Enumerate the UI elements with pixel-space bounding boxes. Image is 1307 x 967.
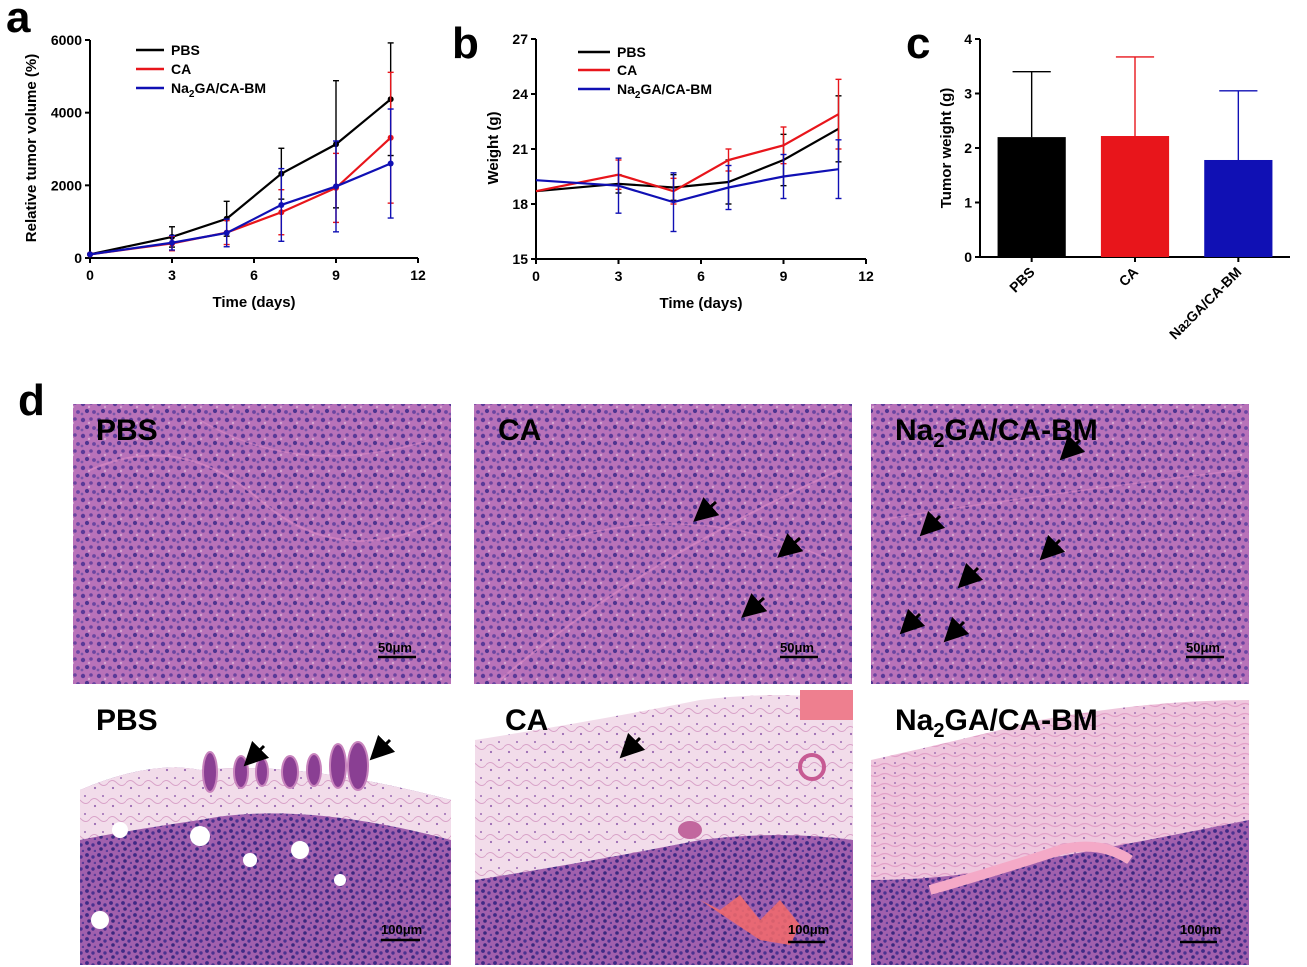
chart-b-xtick-label: 6 <box>697 268 705 284</box>
arrow-r2-pbs-2 <box>369 734 396 761</box>
arrow-r1-na-1 <box>1059 434 1086 461</box>
chart-a-xtick-label: 12 <box>410 267 426 283</box>
histology-label-r1-pbs: PBS <box>96 414 158 447</box>
chart-b-xtick-label: 9 <box>780 268 788 284</box>
legend-a-na-label: Na2GA/CA-BM <box>171 80 266 100</box>
histology-tile-r2-pbs: PBS 100μm <box>80 690 451 965</box>
arrow-r1-ca-1 <box>693 497 720 522</box>
chart-b-ytick-label: 18 <box>512 196 528 212</box>
chart-a-ytick-label: 0 <box>74 250 82 266</box>
histology-label-r2-ca: CA <box>505 704 548 737</box>
chart-a-tumor-volume: Time (days) Relative tumor volume (%) PB… <box>23 32 426 311</box>
chart-c-ytick-label: 1 <box>964 195 972 211</box>
scale-label-r1-pbs: 50μm <box>378 640 412 655</box>
scale-label-r2-ca: 100μm <box>788 922 829 937</box>
chart-a-ytick-label: 6000 <box>51 32 82 48</box>
chart-a-xtick-label: 9 <box>332 267 340 283</box>
histology-tile-r1-na: Na2GA/CA-BM 50μm <box>871 404 1249 684</box>
chart-b-xtick-label: 3 <box>615 268 623 284</box>
chart-b-xtick-label: 0 <box>532 268 540 284</box>
histology-label-r2-pbs: PBS <box>96 704 158 737</box>
chart-c-bar-ca <box>1100 136 1170 257</box>
scale-label-r1-na: 50μm <box>1186 640 1220 655</box>
panel-letter-d: d <box>18 376 45 425</box>
arrow-r1-ca-2 <box>777 533 804 558</box>
chart-a-ytick-label: 4000 <box>51 105 82 121</box>
histology-tile-r1-ca: CA 50μm <box>474 404 852 684</box>
chart-c-ytick-label: 3 <box>964 86 972 102</box>
chart-a-xlabel: Time (days) <box>212 294 295 311</box>
histology-label-r1-ca: CA <box>498 414 541 447</box>
chart-a-point-na2ga-ca-bm <box>278 201 285 208</box>
chart-b-series-line-na2ga-ca-bm <box>535 168 839 204</box>
chart-b-xtick-label: 12 <box>858 268 874 284</box>
chart-a-xtick-label: 0 <box>86 267 94 283</box>
chart-c-xtick-label: CA <box>1115 264 1141 290</box>
chart-b-ytick-label: 21 <box>512 141 528 157</box>
arrow-r2-ca-1 <box>619 732 646 759</box>
chart-b-body-weight: Time (days) Weight (g) PBS CA Na2GA/CA-B… <box>485 31 874 312</box>
chart-a-point-na2ga-ca-bm <box>333 183 339 190</box>
chart-c-ytick-label: 0 <box>964 249 972 265</box>
chart-c-ytick-label: 2 <box>964 140 972 156</box>
chart-a-series-line-na2ga-ca-bm <box>89 162 392 256</box>
chart-a-point-na2ga-ca-bm <box>87 251 93 258</box>
legend-b-pbs-label: PBS <box>617 44 646 60</box>
arrow-r2-pbs-1 <box>243 740 270 767</box>
chart-b-ylabel: Weight (g) <box>485 111 502 184</box>
chart-b-ytick-label: 15 <box>512 251 528 267</box>
chart-b-series-line-ca <box>535 113 840 193</box>
arrow-r1-na-5 <box>899 608 926 635</box>
chart-a-series-line-pbs <box>89 98 392 256</box>
chart-c-bar-pbs <box>997 137 1066 257</box>
scale-label-r2-na: 100μm <box>1180 922 1221 937</box>
chart-c-ylabel: Tumor weight (g) <box>938 88 955 209</box>
chart-c-xtick-label: PBS <box>1006 264 1038 296</box>
arrow-r1-na-3 <box>1039 534 1066 561</box>
chart-a-point-na2ga-ca-bm <box>387 160 394 167</box>
chart-b-ytick-label: 27 <box>512 31 528 47</box>
chart-a-point-na2ga-ca-bm <box>223 229 230 236</box>
chart-b-xlabel: Time (days) <box>659 295 742 312</box>
legend-b-ca-label: CA <box>617 62 637 78</box>
chart-c-xtick-label: Na2GA/CA-BM <box>1166 264 1244 342</box>
chart-a-legend: PBS CA Na2GA/CA-BM <box>136 42 266 100</box>
scale-label-r2-pbs: 100μm <box>381 922 422 937</box>
chart-a-xtick-label: 6 <box>250 267 258 283</box>
chart-c-ytick-label: 4 <box>964 31 972 47</box>
histology-tile-r2-na: Na2GA/CA-BM 100μm <box>871 690 1249 965</box>
legend-a-ca-label: CA <box>171 61 191 77</box>
chart-a-point-na2ga-ca-bm <box>169 239 175 246</box>
arrow-r1-na-6 <box>943 616 970 643</box>
chart-a-series-line-ca <box>89 136 392 256</box>
panel-letter-b: b <box>452 19 479 68</box>
chart-b-ytick-label: 24 <box>512 86 528 102</box>
panel-letter-a: a <box>6 0 31 42</box>
arrow-r1-na-4 <box>957 562 984 589</box>
chart-a-xtick-label: 3 <box>168 267 176 283</box>
legend-a-pbs-label: PBS <box>171 42 200 58</box>
histology-tile-r2-ca: CA 100μm <box>475 690 853 965</box>
legend-b-na-label: Na2GA/CA-BM <box>617 81 712 101</box>
panel-letter-c: c <box>906 19 930 68</box>
histology-label-r1-na: Na2GA/CA-BM <box>895 414 1098 452</box>
arrow-r1-na-2 <box>919 510 946 537</box>
chart-b-legend: PBS CA Na2GA/CA-BM <box>578 44 712 101</box>
histology-label-r2-na: Na2GA/CA-BM <box>895 704 1098 742</box>
chart-a-ytick-label: 2000 <box>51 177 82 193</box>
arrow-r1-ca-3 <box>741 593 768 618</box>
histology-grid: PBS 50μm CA 50μm Na2GA/CA-BM 50 <box>73 404 1249 965</box>
chart-a-ylabel: Relative tumor volume (%) <box>23 54 40 242</box>
scale-label-r1-ca: 50μm <box>780 640 814 655</box>
histology-tile-r1-pbs: PBS 50μm <box>73 404 451 684</box>
chart-c-bar-na2ga-ca-bm <box>1204 159 1273 257</box>
chart-c-tumor-weight: Tumor weight (g) 0 1 2 3 4 PBS CA Na2GA/CA-BM <box>938 31 1290 342</box>
